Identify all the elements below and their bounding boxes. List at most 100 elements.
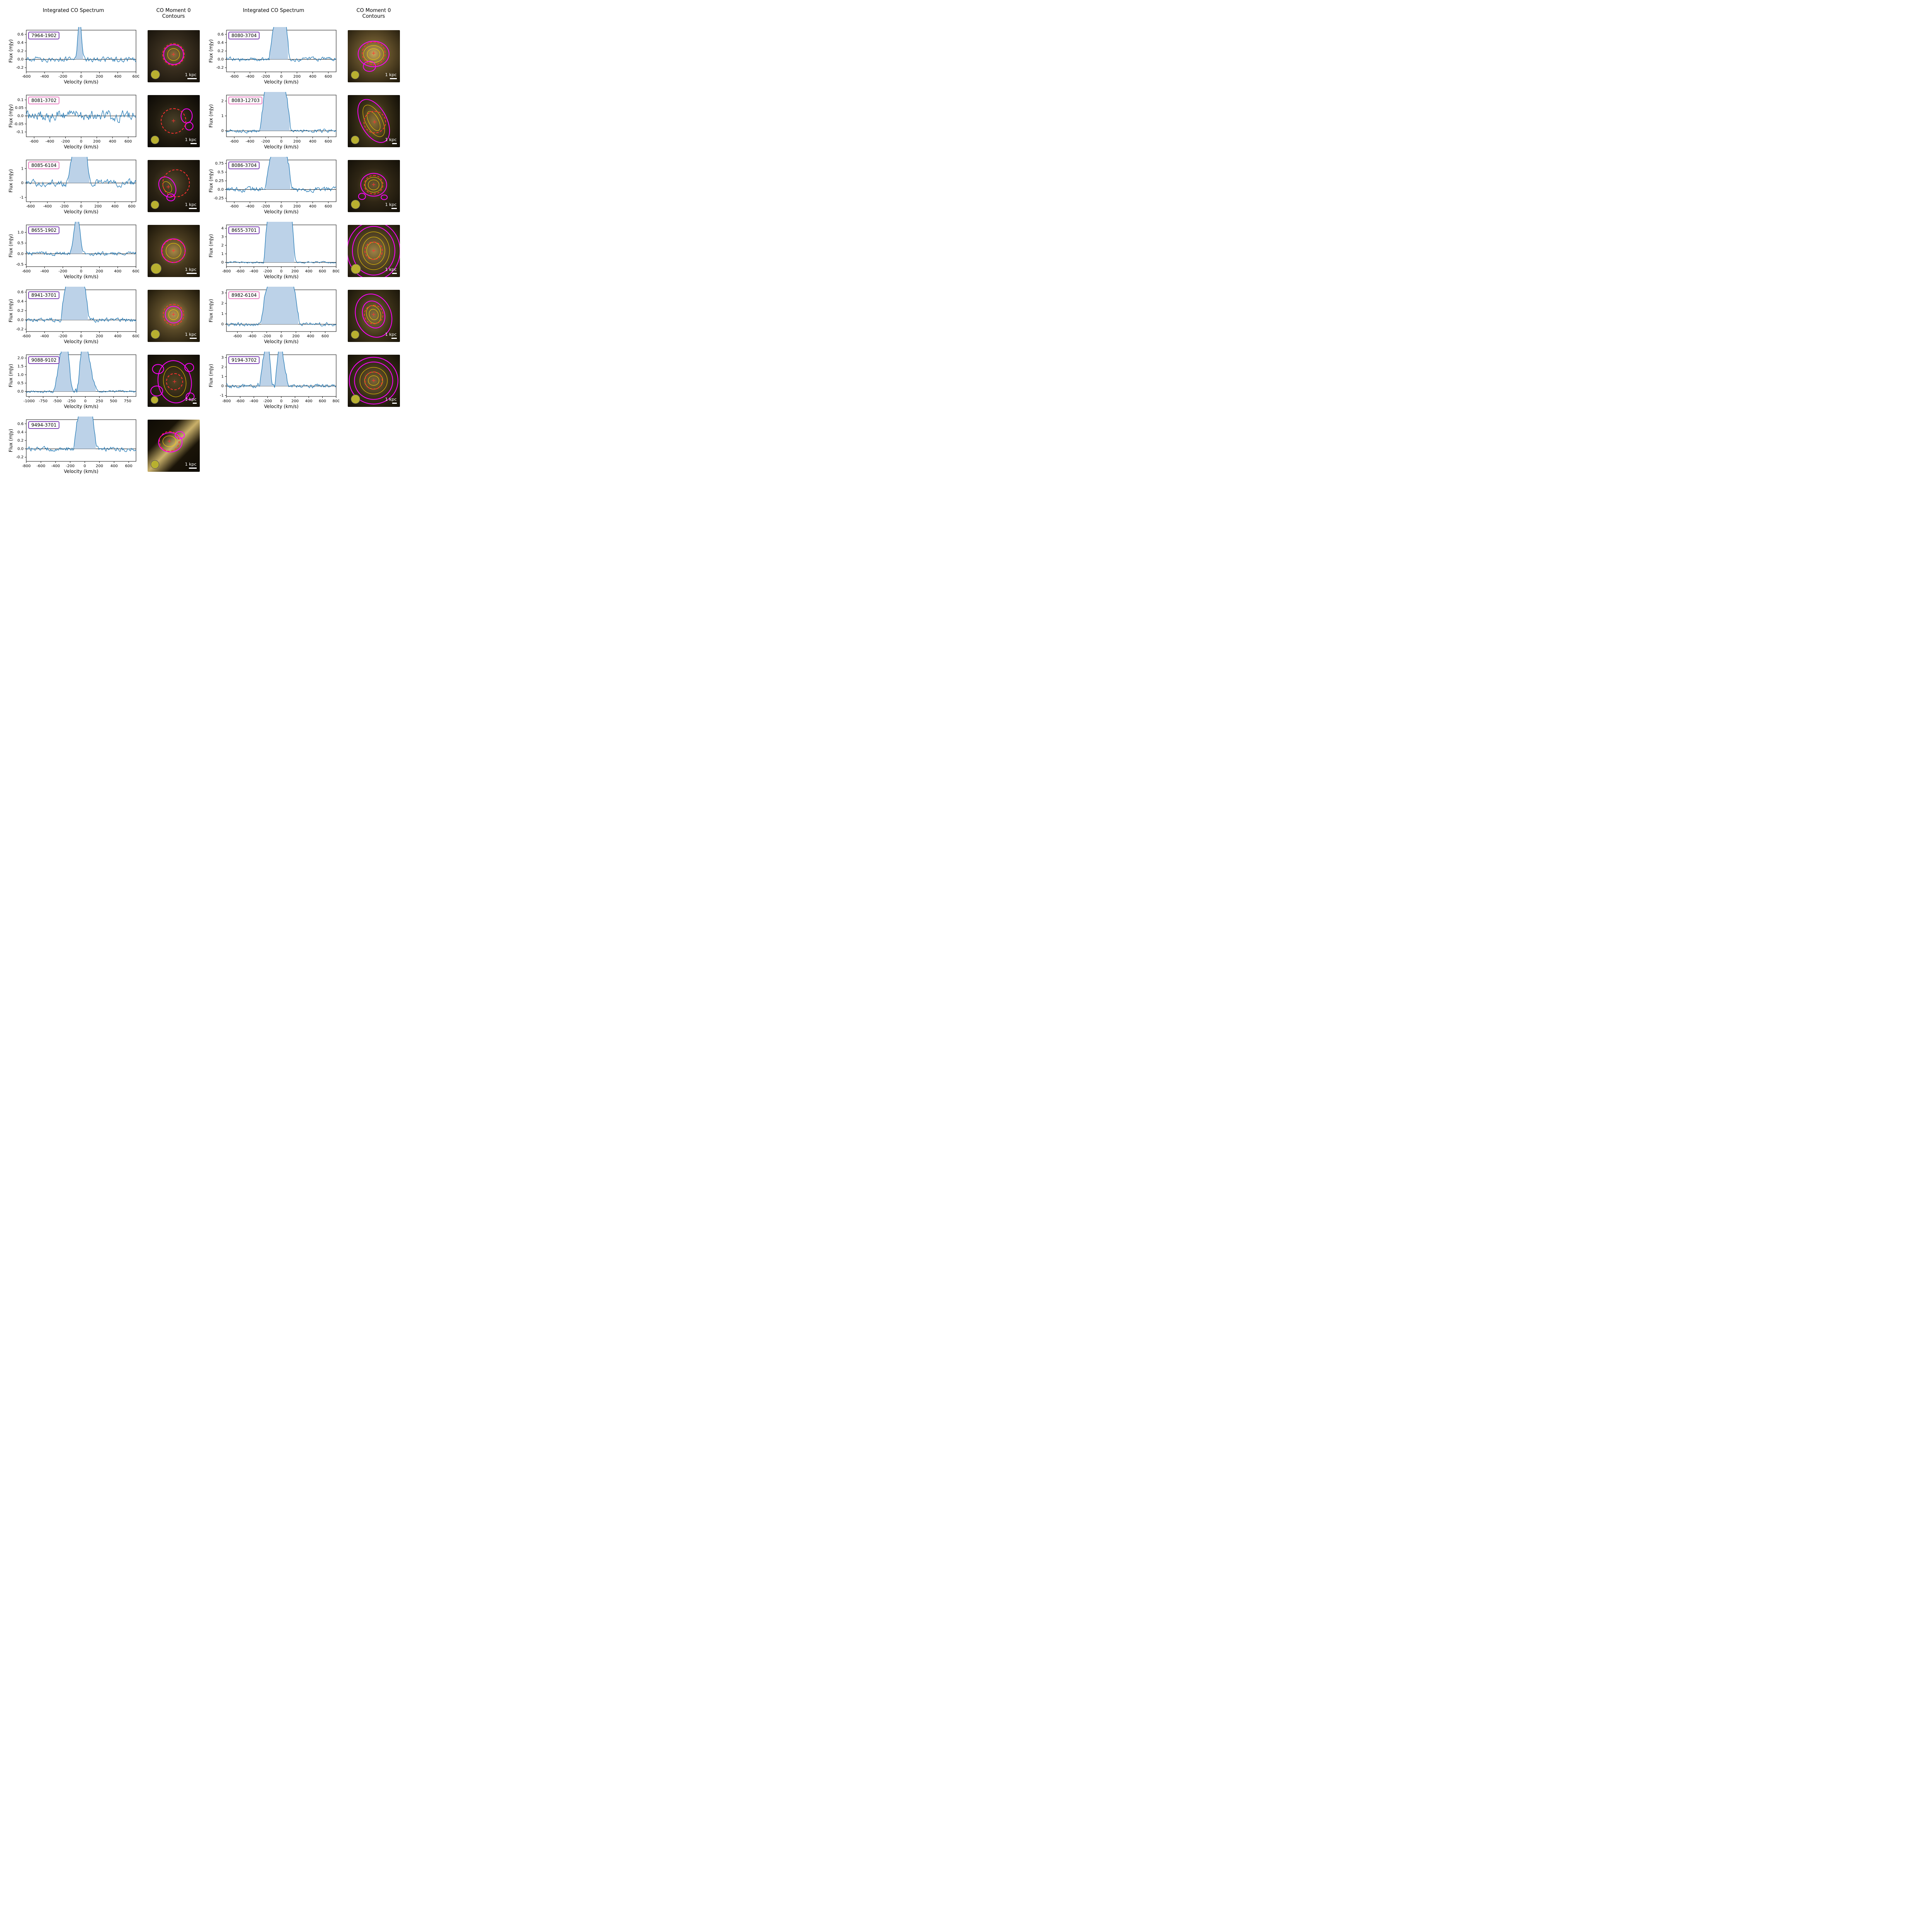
svg-text:0.25: 0.25 [215, 179, 224, 183]
header-contour-left: CO Moment 0 Contours [145, 8, 202, 20]
scale-label: 1 kpc [385, 72, 397, 77]
center-cross: + [371, 51, 376, 56]
svg-text:0.6: 0.6 [17, 422, 24, 426]
id-box: 8941-3701 [29, 292, 59, 299]
beam-ellipse [351, 395, 360, 404]
spectrum-9194-3702: -800-600-400-2000200400600800-10123 Velo… [208, 352, 339, 410]
svg-text:0.0: 0.0 [17, 318, 24, 322]
svg-text:0.75: 0.75 [215, 162, 224, 166]
svg-text:0: 0 [221, 322, 224, 327]
spectrum-cell: -1000-750-500-25002505007500.00.51.01.52… [8, 352, 139, 410]
scale-label: 1 kpc [185, 267, 197, 272]
svg-text:9494-3701: 9494-3701 [31, 422, 56, 428]
beam-ellipse [151, 263, 162, 274]
spectrum-cell: -800-600-400-2000200400600800-10123 Velo… [208, 352, 339, 410]
thumbnail-cell: + 1 kpc [345, 27, 403, 85]
thumbnail-8655-3701: + 1 kpc [348, 225, 400, 277]
svg-text:750: 750 [124, 399, 131, 403]
svg-text:-200: -200 [263, 399, 272, 403]
svg-text:600: 600 [321, 334, 329, 338]
svg-text:3: 3 [221, 235, 224, 239]
svg-text:0: 0 [80, 334, 82, 338]
thumbnail-cell: + 1 kpc [345, 287, 403, 345]
spectrum-cell: -600-400-2000200400600-0.1-0.050.00.050.… [8, 92, 139, 150]
svg-text:0.0: 0.0 [17, 447, 24, 451]
svg-text:400: 400 [114, 75, 121, 79]
svg-text:0.4: 0.4 [17, 430, 24, 434]
svg-text:8085-6104: 8085-6104 [31, 163, 56, 168]
svg-text:200: 200 [291, 399, 299, 403]
svg-text:8982-6104: 8982-6104 [231, 293, 257, 298]
id-box: 9494-3701 [29, 422, 59, 429]
svg-text:-1000: -1000 [24, 399, 35, 403]
spectrum-9494-3701: -800-600-400-2000200400600-0.20.00.20.40… [8, 417, 139, 474]
svg-text:200: 200 [96, 269, 103, 274]
scale-label: 1 kpc [385, 397, 397, 402]
svg-text:400: 400 [111, 204, 119, 209]
svg-text:9088-9102: 9088-9102 [31, 357, 56, 363]
beam-ellipse [351, 200, 360, 209]
svg-text:-0.1: -0.1 [16, 130, 24, 134]
scale-label: 1 kpc [185, 137, 197, 142]
spectrum-9088-9102: -1000-750-500-25002505007500.00.51.01.52… [8, 352, 139, 410]
svg-text:-200: -200 [58, 334, 67, 338]
svg-text:1: 1 [221, 114, 224, 118]
svg-text:0.0: 0.0 [17, 114, 24, 118]
svg-text:600: 600 [325, 139, 332, 144]
beam-ellipse [351, 264, 361, 274]
svg-text:2: 2 [221, 365, 224, 369]
scale-label: 1 kpc [385, 267, 397, 272]
svg-text:400: 400 [114, 334, 121, 338]
thumbnail-8982-6104: + 1 kpc [348, 290, 400, 342]
svg-text:200: 200 [292, 334, 299, 338]
svg-text:0.4: 0.4 [218, 41, 224, 45]
svg-text:0: 0 [280, 399, 282, 403]
thumbnail-cell: + 1 kpc [345, 92, 403, 150]
svg-text:-0.2: -0.2 [16, 327, 24, 332]
xlabel: Velocity (km/s) [264, 404, 298, 409]
svg-text:0.5: 0.5 [17, 241, 24, 245]
svg-text:7964-1902: 7964-1902 [31, 33, 56, 38]
svg-text:8081-3702: 8081-3702 [31, 98, 56, 103]
center-cross: + [371, 182, 376, 187]
svg-text:8080-3704: 8080-3704 [231, 33, 257, 38]
center-cross: + [171, 52, 176, 57]
ylabel: Flux (mJy) [208, 169, 214, 192]
header-spectrum-right: Integrated CO Spectrum [208, 8, 339, 20]
xlabel: Velocity (km/s) [264, 144, 298, 150]
svg-text:-250: -250 [67, 399, 76, 403]
center-cross: + [371, 378, 376, 383]
thumbnail-8083-12703: + 1 kpc [348, 95, 400, 147]
thumbnail-8081-3702: + 1 kpc [148, 95, 200, 147]
svg-text:-600: -600 [22, 334, 31, 338]
svg-text:-400: -400 [246, 75, 255, 79]
svg-text:2: 2 [221, 243, 224, 248]
svg-text:-1: -1 [220, 394, 224, 398]
beam-ellipse [151, 201, 159, 209]
svg-text:0.05: 0.05 [15, 106, 24, 110]
xlabel: Velocity (km/s) [264, 339, 298, 344]
svg-text:-400: -400 [43, 204, 52, 209]
svg-text:-600: -600 [22, 75, 31, 79]
svg-text:600: 600 [325, 204, 332, 209]
svg-text:600: 600 [325, 75, 332, 79]
spectrum-8655-1902: -600-400-2000200400600-0.50.00.51.0 Velo… [8, 222, 139, 280]
svg-text:-0.05: -0.05 [14, 122, 24, 126]
center-cross: + [171, 312, 176, 317]
svg-text:0.6: 0.6 [17, 290, 24, 294]
thumbnail-cell: + 1 kpc [145, 222, 202, 280]
spectrum-cell: -600-400-2000200400600-0.20.00.20.40.6 V… [208, 27, 339, 85]
svg-text:0.0: 0.0 [218, 58, 224, 62]
spectrum-cell: -600-400-2000200400600012 Velocity (km/s… [208, 92, 339, 150]
svg-text:0: 0 [221, 260, 224, 265]
svg-text:-400: -400 [46, 139, 54, 144]
thumbnail-8086-3704: + 1 kpc [348, 160, 400, 212]
svg-text:400: 400 [305, 399, 312, 403]
svg-text:-200: -200 [60, 204, 69, 209]
svg-text:-0.25: -0.25 [214, 196, 224, 201]
thumbnail-7964-1902: + 1 kpc [148, 30, 200, 82]
beam-ellipse [351, 136, 359, 144]
scale-label: 1 kpc [185, 397, 197, 402]
beam-ellipse [351, 71, 359, 79]
svg-text:600: 600 [319, 269, 326, 274]
